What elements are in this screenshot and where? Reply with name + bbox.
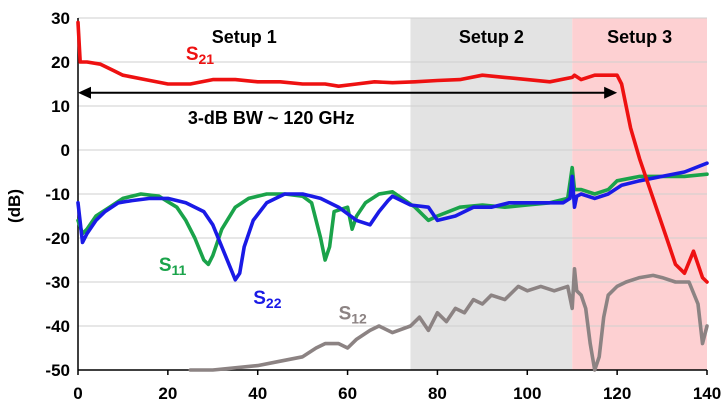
x-tick-label: 60 [338, 384, 357, 403]
series-line-s12 [188, 267, 709, 372]
series-label-s11: S11 [159, 255, 187, 278]
y-axis-label: (dB) [5, 189, 24, 223]
series-lines [76, 20, 709, 372]
series-label-s22: S22 [253, 288, 281, 311]
y-tick-label: 0 [61, 141, 70, 160]
y-tick-label: -30 [45, 273, 70, 292]
x-tick-label: 20 [158, 384, 177, 403]
labels: Setup 1 Setup 2 Setup 3 S21 S11 S22 S12 [159, 27, 672, 326]
y-tick-label: -20 [45, 229, 70, 248]
series-label-s12: S12 [339, 303, 367, 326]
x-tick-label: 100 [513, 384, 541, 403]
x-tick-label: 120 [603, 384, 631, 403]
series-line-s21 [76, 20, 709, 284]
series-line-s22 [76, 161, 709, 282]
region-label-setup-3: Setup 3 [607, 27, 672, 47]
region-label-setup-1: Setup 1 [212, 27, 277, 47]
x-tick-label: 40 [248, 384, 267, 403]
y-tick-label: -50 [45, 361, 70, 380]
series-label-s21: S21 [186, 44, 214, 67]
annotations: 3-dB BW ~ 120 GHz [78, 86, 618, 128]
y-tick-label: 20 [51, 53, 70, 72]
y-tick-label: 10 [51, 97, 70, 116]
x-tick-label: 0 [73, 384, 82, 403]
region-label-setup-2: Setup 2 [459, 27, 524, 47]
y-tick-label: -10 [45, 185, 70, 204]
y-tick-label: -40 [45, 317, 70, 336]
bandwidth-arrowhead-right [604, 86, 618, 99]
y-tick-label: 30 [51, 9, 70, 28]
x-tick-label: 140 [693, 384, 721, 403]
axes: -50 -40 -30 -20 -10 0 10 20 30 0 20 40 60 80 100 120 140 [45, 9, 721, 403]
bandwidth-annotation-text: 3-dB BW ~ 120 GHz [188, 108, 355, 128]
x-tick-label: 80 [428, 384, 447, 403]
bandwidth-arrowhead-left [78, 86, 91, 99]
